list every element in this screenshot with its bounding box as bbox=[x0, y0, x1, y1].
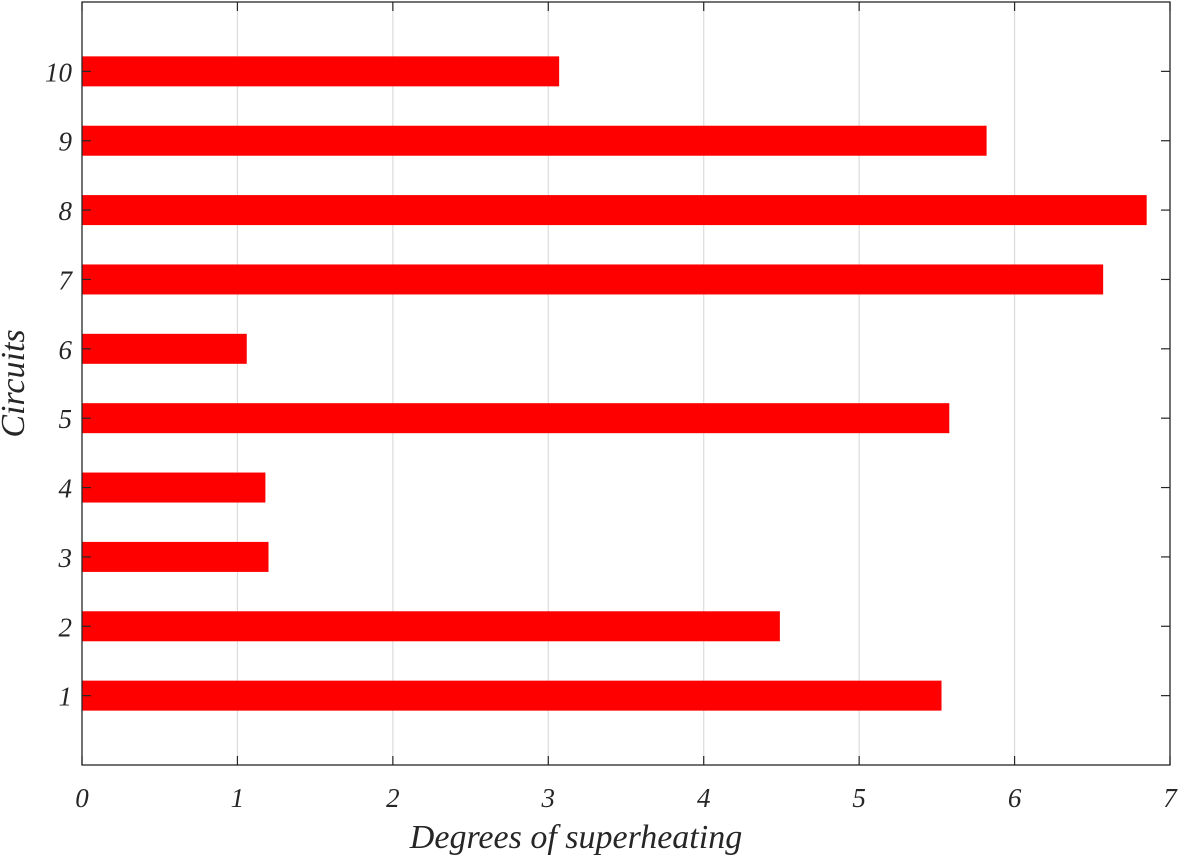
y-tick-label: 2 bbox=[59, 612, 73, 642]
bar-circuit-9 bbox=[82, 125, 987, 156]
y-tick-label: 3 bbox=[58, 543, 73, 573]
bar-circuit-10 bbox=[82, 56, 560, 87]
x-tick-label: 6 bbox=[1008, 783, 1022, 813]
y-tick-label: 8 bbox=[59, 196, 73, 226]
y-tick-label: 1 bbox=[59, 682, 73, 712]
tick-marks bbox=[81, 2, 1171, 765]
bars bbox=[82, 56, 1147, 711]
y-tick-label: 7 bbox=[59, 265, 74, 295]
y-tick-label: 6 bbox=[59, 335, 73, 365]
bar-circuit-8 bbox=[82, 195, 1147, 226]
bar-circuit-5 bbox=[82, 403, 950, 434]
bar-circuit-6 bbox=[82, 333, 247, 364]
bar-circuit-3 bbox=[82, 541, 269, 572]
y-tick-label: 9 bbox=[59, 127, 73, 157]
plot-frame bbox=[81, 1, 1171, 766]
bar-circuit-2 bbox=[82, 611, 780, 642]
bar-circuit-1 bbox=[82, 680, 942, 711]
x-axis-title: Degrees of superheating bbox=[409, 819, 742, 856]
x-tick-label: 4 bbox=[697, 783, 711, 813]
x-tick-label: 1 bbox=[231, 783, 245, 813]
y-axis-title: Circuits bbox=[0, 329, 32, 437]
x-tick-label: 2 bbox=[386, 783, 400, 813]
x-tick-label: 5 bbox=[852, 783, 866, 813]
x-tick-label: 0 bbox=[75, 783, 89, 813]
x-tick-label: 3 bbox=[541, 783, 556, 813]
y-tick-label: 5 bbox=[59, 404, 73, 434]
y-tick-label: 4 bbox=[59, 474, 73, 504]
x-tick-label: 7 bbox=[1163, 783, 1178, 813]
x-tick-labels: 0 1 2 3 4 5 6 7 bbox=[75, 783, 1178, 813]
y-tick-label: 10 bbox=[45, 57, 73, 87]
bar-circuit-7 bbox=[82, 264, 1104, 295]
bar-circuit-4 bbox=[82, 472, 266, 503]
y-tick-labels: 1 2 3 4 5 6 7 8 9 10 bbox=[45, 57, 74, 711]
grid-lines bbox=[236, 2, 1016, 765]
